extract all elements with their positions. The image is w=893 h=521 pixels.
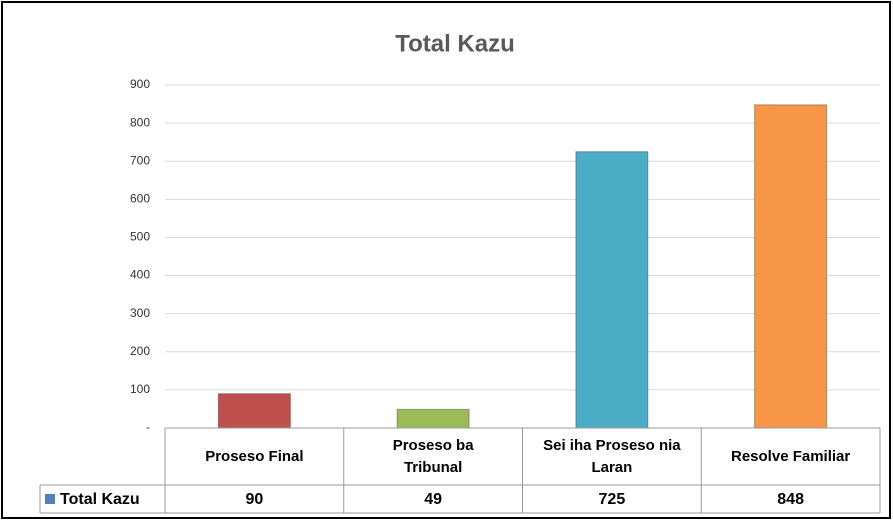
- data-table-value: 725: [599, 491, 626, 508]
- y-tick-label: 100: [130, 382, 150, 396]
- x-tick-label: Resolve Familiar: [731, 447, 851, 465]
- x-tick-label-box: Proseso ba Tribunal: [392, 436, 474, 476]
- y-tick-label: 500: [130, 230, 150, 244]
- data-table-value: 49: [424, 491, 442, 508]
- y-tick-label: 900: [130, 77, 150, 91]
- x-tick-label: Sei iha Proseso nia Laran: [543, 436, 681, 476]
- y-tick-label: 800: [130, 115, 150, 129]
- legend-key: [45, 494, 55, 504]
- bar: [575, 151, 649, 429]
- y-tick-label: 200: [130, 344, 150, 358]
- data-table-value: 90: [245, 491, 263, 508]
- x-tick-label: Proseso ba Tribunal: [392, 436, 474, 476]
- y-tick-label: 400: [130, 268, 150, 282]
- x-tick-label: Proseso Final: [205, 447, 304, 465]
- bar: [396, 408, 470, 429]
- y-tick-label: -: [146, 420, 150, 434]
- data-table-value: 848: [777, 491, 804, 508]
- legend-label: Total Kazu: [60, 491, 140, 508]
- chart-title: Total Kazu: [395, 30, 515, 57]
- y-tick-label: 600: [130, 192, 150, 206]
- x-tick-label-box: Sei iha Proseso nia Laran: [543, 436, 681, 476]
- bar: [217, 393, 291, 429]
- y-tick-label: 300: [130, 306, 150, 320]
- x-tick-label-box: Resolve Familiar: [731, 447, 851, 465]
- bar: [754, 104, 828, 429]
- x-tick-label-box: Proseso Final: [205, 447, 304, 465]
- y-tick-label: 700: [130, 153, 150, 167]
